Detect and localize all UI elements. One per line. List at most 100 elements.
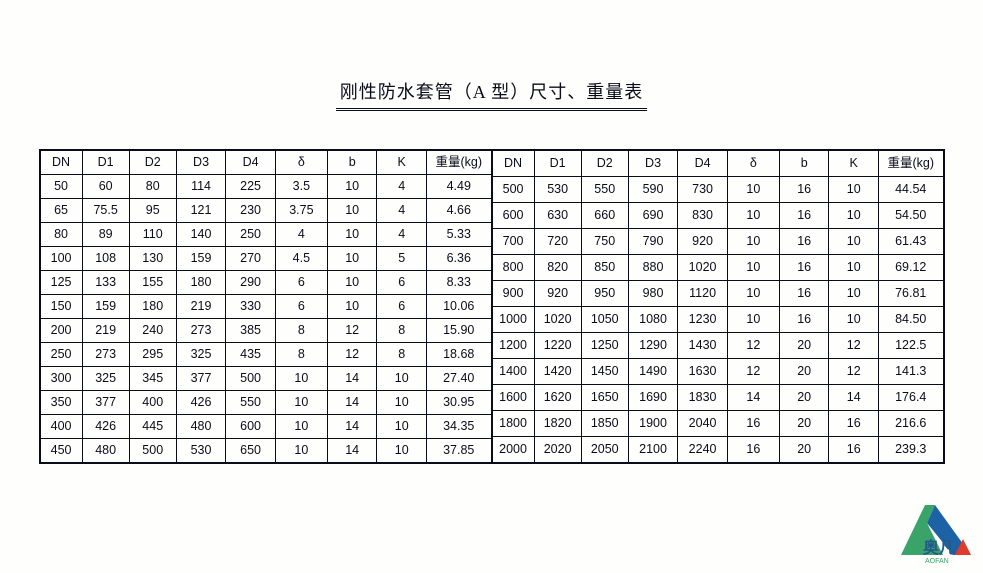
table-cell: 8 — [377, 319, 427, 343]
table-cell: 270 — [226, 247, 276, 271]
table-cell: 110 — [129, 223, 176, 247]
table-cell: 108 — [82, 247, 129, 271]
table-cell: 8 — [275, 319, 327, 343]
column-header: D4 — [678, 151, 728, 177]
table-cell: 2240 — [678, 437, 728, 463]
column-header: δ — [275, 151, 327, 175]
table-cell: 10 — [727, 229, 779, 255]
column-header: b — [779, 151, 829, 177]
table-cell: 630 — [534, 203, 581, 229]
table-cell: 1420 — [534, 359, 581, 385]
table-row: 1001081301592704.51056.36 — [40, 247, 491, 271]
table-cell: 18.68 — [426, 343, 491, 367]
table-cell: 273 — [176, 319, 226, 343]
table-row: 6575.5951212303.751044.66 — [40, 199, 491, 223]
table-cell: 12 — [727, 359, 779, 385]
table-cell: 16 — [779, 255, 829, 281]
table-cell: 54.50 — [878, 203, 943, 229]
table-cell: 1490 — [628, 359, 678, 385]
logo-text-en: AOFAN — [925, 558, 949, 565]
table-cell: 1400 — [492, 359, 534, 385]
table-cell: 1120 — [678, 281, 728, 307]
table-cell: 5.33 — [426, 223, 491, 247]
table-cell: 790 — [628, 229, 678, 255]
table-cell: 4.5 — [275, 247, 327, 271]
table-cell: 300 — [40, 367, 82, 391]
table-cell: 820 — [534, 255, 581, 281]
table-cell: 1080 — [628, 307, 678, 333]
table-cell: 1250 — [581, 333, 628, 359]
table-cell: 20 — [779, 333, 829, 359]
table-cell: 10 — [327, 271, 377, 295]
table-cell: 16 — [727, 411, 779, 437]
table-cell: 426 — [176, 391, 226, 415]
table-cell: 10 — [327, 175, 377, 199]
table-cell: 2000 — [492, 437, 534, 463]
table-row: 70072075079092010161061.43 — [492, 229, 943, 255]
column-header: 重量(kg) — [426, 151, 491, 175]
column-header: 重量(kg) — [878, 151, 943, 177]
table-row: 150159180219330610610.06 — [40, 295, 491, 319]
table-cell: 3.5 — [275, 175, 327, 199]
table-cell: 1630 — [678, 359, 728, 385]
column-header: DN — [40, 151, 82, 175]
table-cell: 750 — [581, 229, 628, 255]
table-cell: 20 — [779, 385, 829, 411]
table-cell: 14 — [727, 385, 779, 411]
table-cell: 216.6 — [878, 411, 943, 437]
table-cell: 10.06 — [426, 295, 491, 319]
table-cell: 650 — [226, 439, 276, 463]
table-cell: 61.43 — [878, 229, 943, 255]
table-cell: 37.85 — [426, 439, 491, 463]
table-cell: 14 — [327, 415, 377, 439]
table-cell: 530 — [176, 439, 226, 463]
table-cell: 10 — [829, 307, 879, 333]
table-cell: 1800 — [492, 411, 534, 437]
table-cell: 1050 — [581, 307, 628, 333]
table-cell: 800 — [492, 255, 534, 281]
table-cell: 16 — [779, 229, 829, 255]
table-cell: 350 — [40, 391, 82, 415]
table-cell: 720 — [534, 229, 581, 255]
table-cell: 10 — [727, 177, 779, 203]
table-cell: 980 — [628, 281, 678, 307]
table-cell: 1620 — [534, 385, 581, 411]
table-cell: 400 — [40, 415, 82, 439]
table-cell: 295 — [129, 343, 176, 367]
dimension-table: DND1D2D3D4δbK重量(kg)5060801142253.51044.4… — [39, 149, 945, 464]
table-cell: 10 — [377, 391, 427, 415]
table-cell: 80 — [40, 223, 82, 247]
table-cell: 850 — [581, 255, 628, 281]
table-cell: 159 — [82, 295, 129, 319]
table-cell: 200 — [40, 319, 82, 343]
column-header: D2 — [581, 151, 628, 177]
column-header: δ — [727, 151, 779, 177]
table-cell: 377 — [82, 391, 129, 415]
table-row: 40042644548060010141034.35 — [40, 415, 491, 439]
logo-text-cn: 奥凡 — [923, 538, 955, 557]
table-right-half: DND1D2D3D4δbK重量(kg)500530550590730101610… — [492, 150, 944, 463]
table-cell: 239.3 — [878, 437, 943, 463]
table-cell: 330 — [226, 295, 276, 319]
table-cell: 176.4 — [878, 385, 943, 411]
column-header: K — [829, 151, 879, 177]
table-cell: 16 — [779, 307, 829, 333]
table-cell: 1600 — [492, 385, 534, 411]
table-row: 60063066069083010161054.50 — [492, 203, 943, 229]
column-header: D1 — [534, 151, 581, 177]
table-cell: 10 — [275, 367, 327, 391]
table-cell: 10 — [727, 255, 779, 281]
table-cell: 10 — [727, 307, 779, 333]
column-header: D3 — [628, 151, 678, 177]
table-cell: 1900 — [628, 411, 678, 437]
table-cell: 830 — [678, 203, 728, 229]
table-cell: 400 — [129, 391, 176, 415]
table-cell: 60 — [82, 175, 129, 199]
table-cell: 30.95 — [426, 391, 491, 415]
table-cell: 10 — [829, 177, 879, 203]
table-cell: 730 — [678, 177, 728, 203]
table-cell: 1220 — [534, 333, 581, 359]
column-header: D2 — [129, 151, 176, 175]
table-cell: 500 — [226, 367, 276, 391]
table-cell: 2050 — [581, 437, 628, 463]
